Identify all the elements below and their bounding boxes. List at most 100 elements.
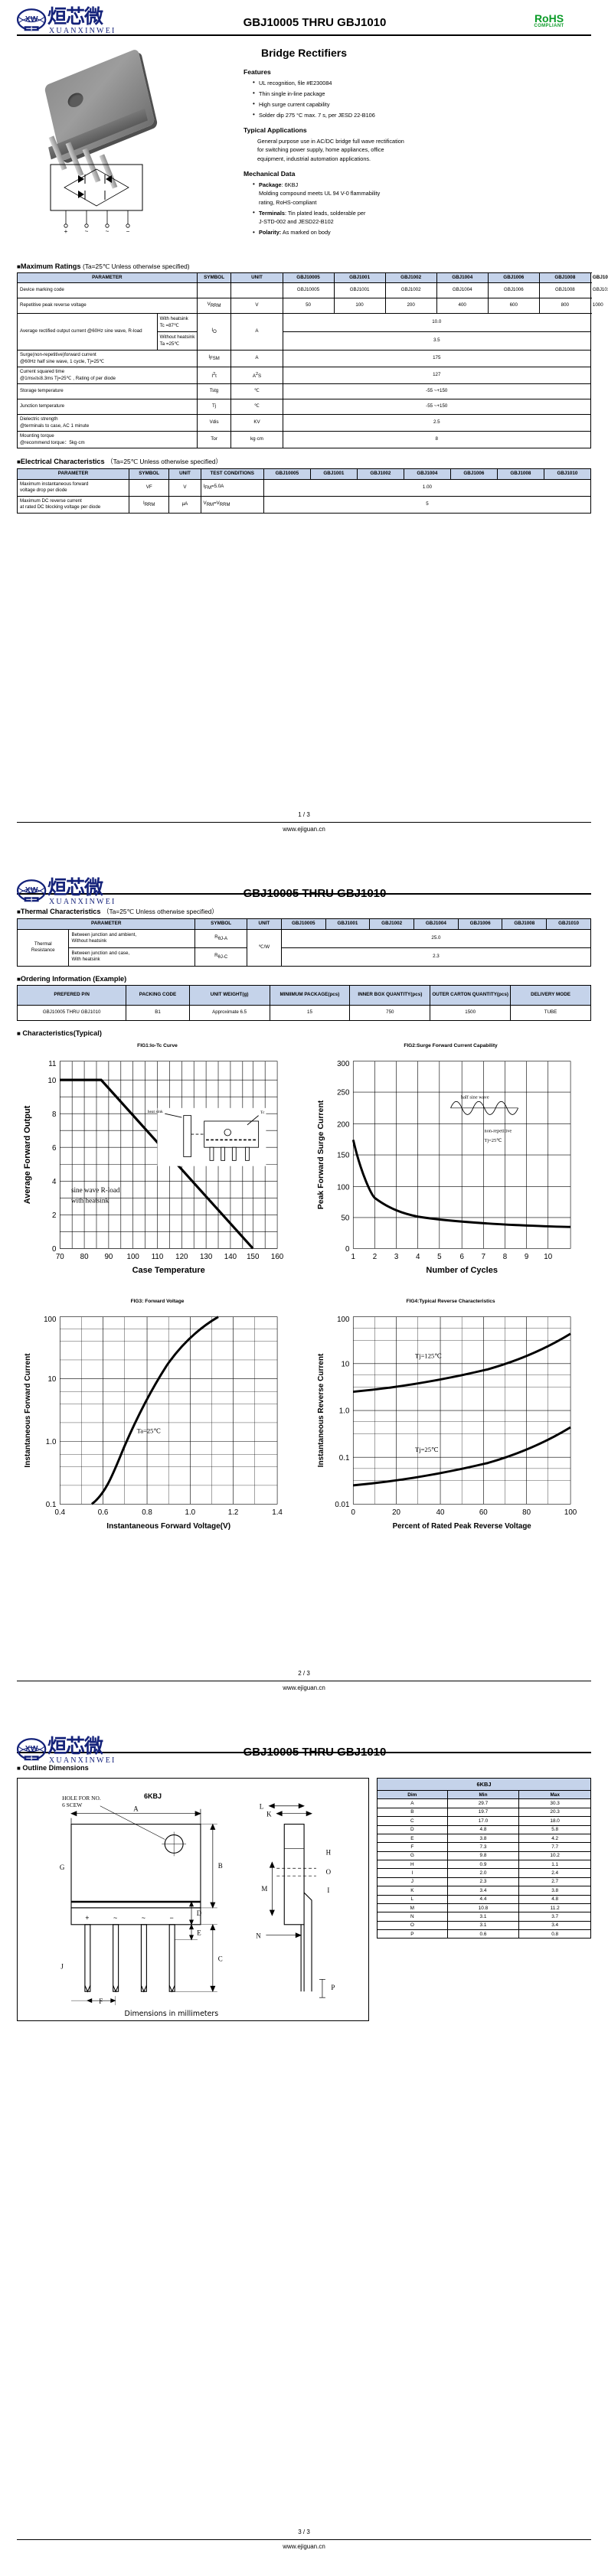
cell-dim: J [377,1877,448,1887]
table-row: Device marking code GBJ10005 GBJ1001 GBJ… [17,282,608,298]
mechanical-label: Terminals [259,209,285,217]
application-line: General purpose use in AC/DC bridge full… [257,137,404,145]
row-unit: ℃/W [246,928,282,967]
row-param: Between junction and case, With heatsink [68,947,196,967]
cell-min: 4.4 [446,1894,520,1904]
feature-item: High surge current capability [253,99,591,109]
chart-fig3-xlabel: Instantaneous Forward Voltage(V) [106,1522,230,1531]
svg-text:0.4: 0.4 [54,1508,65,1517]
chart-fig2-annotation: non-repetitive [485,1128,512,1133]
mechanical-extra: J-STD-002 and JESD22-B102 [259,218,334,225]
row-group-label: Thermal Resistance [16,928,70,967]
datasheet-page-1: XW 烜芯微 XUANXINWEI GBJ10005 THRU GBJ1010 … [0,0,608,859]
svg-text:100: 100 [127,1252,140,1260]
svg-text:100: 100 [337,1183,350,1192]
svg-text:80: 80 [522,1508,531,1517]
col-unit: UNIT [246,918,282,930]
cell-value-span: 175 [282,350,591,367]
bullet-square-icon: ■ [17,458,21,465]
svg-text:+: + [85,1914,89,1922]
application-line: equipment, industrial automation applica… [257,155,371,162]
table-header-row: Dim Min Max [377,1789,591,1800]
dim-label-E: E [197,1929,201,1937]
chart-fig4: FIG4:Typical Reverse Characteristics [310,1299,591,1540]
row-symbol: Tor [196,431,232,448]
company-logo: XW 烜芯微 XUANXINWEI [17,7,123,38]
table-row: B 19.7 20.3 [377,1807,591,1818]
row-unit: ℃ [230,399,283,415]
cell-max: 2.4 [518,1868,591,1878]
svg-text:300: 300 [337,1059,350,1068]
chart-fig1: FIG1:Io-Tc Curve [17,1043,298,1284]
svg-text:100: 100 [337,1316,350,1324]
col-parameter: PARAMETER [17,272,198,283]
row-test: VRM=VRRM [200,495,264,514]
cell-dim: A [377,1798,448,1808]
dim-label-N: N [256,1932,261,1940]
mechanical-label: Polarity: [259,229,282,236]
col-gbj1006: GBJ1006 [487,272,540,283]
svg-text:9: 9 [525,1252,528,1260]
cell-dim: H [377,1859,448,1870]
applications-heading: Typical Applications [244,126,307,134]
table-row: Between junction and case, With heatsink… [18,947,592,967]
svg-text:XW: XW [25,15,38,24]
cell-max: 3.7 [518,1912,591,1922]
cell-value: 50 [282,298,335,314]
svg-text:60: 60 [479,1508,488,1517]
svg-text:0.8: 0.8 [142,1508,152,1517]
page-footer: 1 / 3 www.ejiguan.cn [0,811,608,833]
cell-max: 20.3 [518,1807,591,1818]
table-row: M 10.8 11.2 [377,1903,591,1913]
svg-text:4: 4 [52,1177,57,1185]
outline-heading: ■ Outline Dimensions [17,1764,591,1772]
table-row: Current squared time @1ms≤t≤8.3ms Tj=25℃… [17,367,591,384]
chart-fig1-xlabel: Case Temperature [132,1266,205,1275]
svg-text:80: 80 [80,1252,89,1260]
row-param: Junction temperature [17,399,198,415]
cell-min: 10.8 [446,1903,520,1913]
brand-en: XUANXINWEI [49,1756,116,1765]
row-symbol: VF [128,478,170,497]
cell-value-span: -55 ~+150 [282,383,591,399]
header-divider [17,1752,591,1753]
cell-dim: L [377,1894,448,1904]
svg-text:10: 10 [342,1361,350,1369]
page-title: Bridge Rectifiers [260,47,348,59]
cell-max: 4.8 [518,1894,591,1904]
mechanical-value: : 6KBJ [281,181,299,188]
crop-marks [0,1707,608,1716]
chart-fig3-annotation: Ta=25℃ [137,1427,162,1435]
cell-max: 7.7 [518,1842,591,1852]
table-row: Repetitive peak reverse voltage VRRM V 5… [17,298,603,314]
dim-label-A: A [133,1805,139,1813]
col-parameter: PARAMETER [16,918,196,930]
header-divider [17,893,591,895]
chart-fig4-annotation: Tj=125℃ [415,1352,442,1360]
dim-label-I: I [327,1886,329,1894]
svg-text:1.2: 1.2 [228,1508,239,1517]
col-gbj1006: GBJ1006 [449,468,498,480]
svg-text:11: 11 [48,1059,56,1068]
col-unit: UNIT [168,468,201,480]
bullet-square-icon: ■ [17,262,21,270]
svg-text:1.4: 1.4 [272,1508,283,1517]
xw-logo-icon: XW [17,8,47,31]
cell-dim: I [377,1868,448,1878]
svg-text:130: 130 [200,1252,213,1260]
cell-value-span: 8 [282,431,591,448]
electrical-heading: ■Electrical Characteristics （Ta=25℃ Unle… [17,457,591,466]
datasheet-page-3: XW 烜芯微 XUANXINWEI GBJ10005 THRU GBJ1010 … [0,1717,608,2576]
col-gbj1006: GBJ1006 [457,918,503,930]
page-number: 3 / 3 [298,2529,310,2535]
cell-max: 10.2 [518,1850,591,1861]
cell-value-span: 5 [263,495,592,514]
row-symbol: I2t [196,367,232,384]
rohs-badge: RoHS COMPLIANT [507,8,591,28]
svg-text:+: + [64,228,68,233]
mechanical-item-package: Package: 6KBJ Molding compound meets UL … [253,180,591,207]
table-row: Dielectric strength @terminals to case, … [17,414,591,432]
cell-min: 3.8 [446,1833,520,1844]
cell-value-span: 25.0 [280,928,592,948]
brand-en: XUANXINWEI [49,27,116,35]
